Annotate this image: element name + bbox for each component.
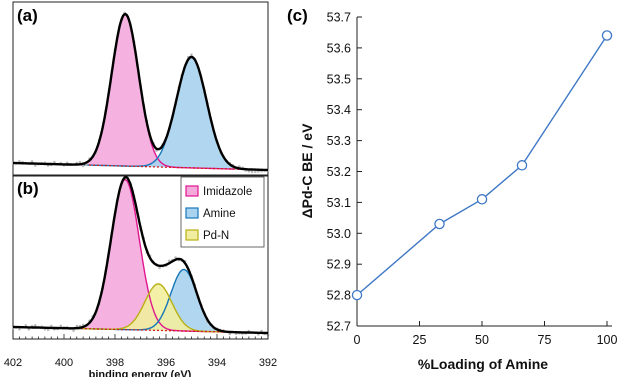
panel-c-x-tick-label: 100 bbox=[597, 333, 618, 347]
panel-b-x-tick-label: 398 bbox=[106, 357, 124, 369]
a-raw-data-point bbox=[18, 160, 21, 163]
b-raw-data-point bbox=[34, 324, 37, 327]
b-fill-amine bbox=[13, 269, 268, 333]
legend-label-pd-n: Pd-N bbox=[203, 230, 229, 242]
b-fill-pd-n bbox=[13, 283, 268, 333]
panel-c-data-point bbox=[601, 30, 613, 41]
panel-c-data-point bbox=[476, 194, 488, 205]
a-raw-data-point bbox=[254, 170, 257, 174]
b-raw-data-point bbox=[167, 259, 171, 263]
a-raw-data-point bbox=[78, 160, 82, 164]
panel-c-y-tick-label: 53.0 bbox=[327, 227, 351, 241]
panel-c-y-axis-title: ΔPd-C BE / eV bbox=[299, 123, 315, 219]
panel-c-y-tick-label: 53.3 bbox=[327, 134, 351, 148]
legend-swatch-amine bbox=[185, 207, 199, 219]
panel-b-x-tick-label: 402 bbox=[4, 357, 22, 369]
panel-a-tag: (a) bbox=[17, 6, 38, 25]
legend-swatch-imidazole bbox=[185, 185, 199, 197]
b-raw-data-point bbox=[50, 324, 53, 328]
panel-c-data-point bbox=[516, 160, 528, 171]
b-raw-data-point bbox=[24, 324, 28, 327]
a-raw-data-point bbox=[34, 164, 37, 167]
panel-b-x-tick-label: 396 bbox=[157, 357, 175, 369]
b-raw-data-point bbox=[158, 266, 161, 270]
a-raw-data-point bbox=[30, 160, 34, 163]
panel-a-envelope bbox=[13, 12, 268, 172]
panel-c-y-tick-label: 53.2 bbox=[327, 165, 351, 179]
panel-a-frame bbox=[12, 1, 269, 177]
panel-c-y-tick-label: 53.4 bbox=[327, 103, 351, 117]
b-raw-data-point bbox=[228, 332, 232, 336]
panel-b-legend: Imidazole Amine Pd-N bbox=[180, 176, 265, 248]
panel-c-x-tick-label: 50 bbox=[475, 333, 489, 347]
a-raw-data-point bbox=[190, 53, 193, 56]
panel-a-baseline bbox=[12, 162, 269, 171]
panel-b-x-tick-label: 394 bbox=[208, 357, 226, 369]
panel-c-y-tick-label: 52.8 bbox=[327, 289, 351, 303]
b-raw-data-point bbox=[27, 328, 31, 331]
panel-c-data-point bbox=[351, 289, 363, 301]
panel-c-data-point bbox=[434, 218, 445, 230]
panel-c-tag: (c) bbox=[287, 6, 308, 25]
panel-c-x-tick-label: 25 bbox=[413, 333, 427, 347]
b-raw-data-point bbox=[18, 327, 21, 331]
panel-c-y-tick-label: 53.5 bbox=[327, 72, 351, 86]
a-raw-data-point bbox=[250, 170, 254, 174]
b-raw-data-point bbox=[72, 329, 75, 332]
b-raw-data-point bbox=[75, 324, 79, 328]
panel-c-y-tick-label: 53.1 bbox=[327, 196, 351, 210]
panel-b-xps-spectrum: (b) 402 400 398 396 394 392 binding energy (e… bbox=[4, 174, 277, 377]
panel-c-y-tick-label: 52.7 bbox=[327, 320, 351, 334]
b-fill-imidazole bbox=[13, 179, 268, 333]
panel-c-y-tick-label: 53.7 bbox=[327, 11, 351, 25]
legend-label-amine: Amine bbox=[203, 208, 236, 220]
panel-b-x-tick-label: 400 bbox=[55, 357, 73, 369]
a-fill-component-2 bbox=[13, 56, 268, 170]
panel-c-x-tick-label: 0 bbox=[354, 333, 361, 347]
panel-b-envelope bbox=[13, 175, 268, 335]
panel-b-tag: (b) bbox=[17, 179, 39, 198]
panel-b-x-tick-label: 392 bbox=[259, 357, 277, 369]
legend-swatch-pd-n bbox=[185, 229, 199, 241]
panel-b-x-axis-title: binding energy (eV) bbox=[89, 369, 192, 377]
panel-c-y-tick-label: 52.9 bbox=[327, 258, 351, 272]
a-raw-data-point bbox=[53, 160, 56, 164]
panel-c-scatter: (c) 52.7 52.8 52.9 53.0 53.1 53.2 53.3 53.4 53.5… bbox=[287, 6, 617, 372]
b-raw-data-point bbox=[46, 328, 50, 332]
panel-c-y-tick-label: 53.6 bbox=[327, 41, 351, 55]
legend-label-imidazole: Imidazole bbox=[203, 186, 252, 198]
panel-c-x-tick-label: 75 bbox=[538, 333, 552, 347]
a-raw-data-point bbox=[85, 163, 88, 167]
panel-a-xps-spectrum: (a) bbox=[11, 1, 270, 177]
panel-c-x-axis-title: %Loading of Amine bbox=[418, 356, 548, 372]
b-raw-data-point bbox=[59, 324, 63, 328]
a-raw-data-point bbox=[81, 164, 85, 168]
